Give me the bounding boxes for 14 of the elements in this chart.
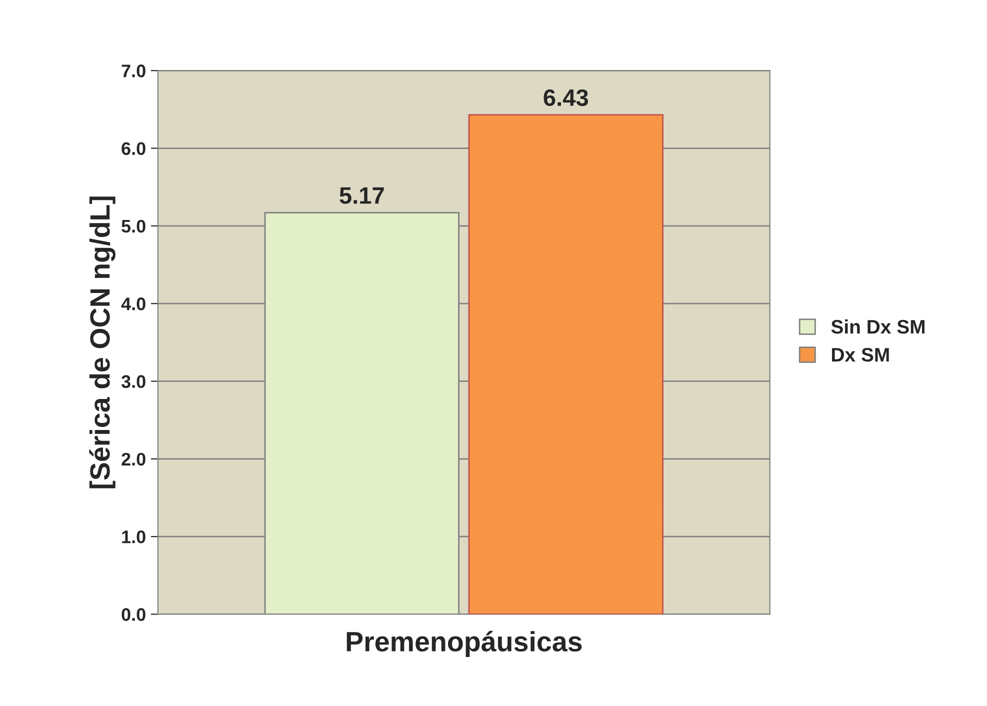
data-label: 6.43 bbox=[544, 89, 588, 106]
y-tick-label: 1.0 bbox=[122, 530, 146, 544]
y-tick-label: 7.0 bbox=[122, 64, 146, 78]
y-tick-label: 6.0 bbox=[122, 142, 146, 155]
legend-label: Dx SM bbox=[832, 348, 889, 362]
legend-label: Sin Dx SM bbox=[831, 319, 924, 334]
data-label: 5.17 bbox=[340, 187, 384, 204]
y-tick-label: 0.0 bbox=[122, 608, 146, 621]
x-tick-label: Premenopáusicas bbox=[346, 630, 582, 658]
y-tick-label: 2.0 bbox=[122, 452, 146, 466]
y-tick-label: 4.0 bbox=[121, 298, 146, 310]
y-tick-label: 5.0 bbox=[122, 220, 146, 233]
y-axis-title: [Sérica de OCN ng/dL] bbox=[89, 196, 116, 488]
y-tick-label: 3.0 bbox=[121, 375, 146, 388]
